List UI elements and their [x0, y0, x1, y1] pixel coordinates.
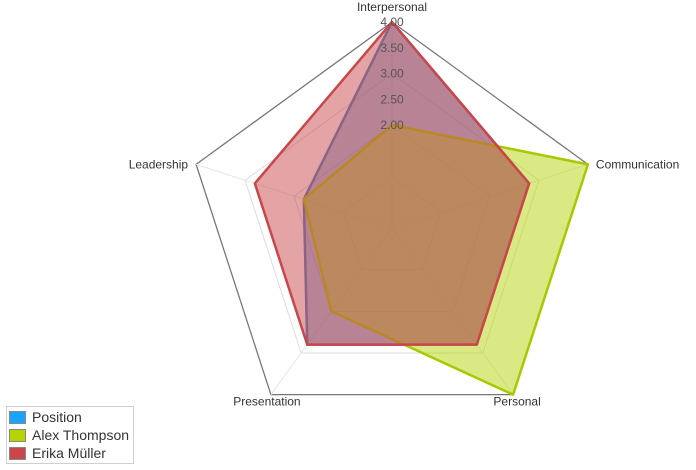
legend-swatch-alex-thompson [9, 428, 26, 442]
axis-label-communication: Communication [596, 157, 679, 171]
legend-label-position: Position [32, 409, 82, 425]
series-erika-muller[interactable] [253, 20, 531, 346]
tick-label: 3.00 [380, 67, 404, 81]
legend-swatch-position [9, 410, 26, 424]
radar-tick-labels: 2.00 2.50 3.00 3.50 4.00 [380, 15, 404, 132]
axis-label-interpersonal: Interpersonal [357, 0, 427, 14]
legend-item-alex-thompson[interactable]: Alex Thompson [9, 426, 129, 444]
legend-item-position[interactable]: Position [9, 408, 129, 426]
legend-swatch-erika-muller [9, 446, 26, 460]
tick-label: 2.00 [380, 118, 404, 132]
grid-ring-4 [195, 21, 589, 396]
axis-label-presentation: Presentation [233, 395, 300, 409]
chart-legend: Position Alex Thompson Erika Müller [6, 406, 135, 464]
legend-label-alex-thompson: Alex Thompson [32, 427, 130, 443]
tick-label: 3.50 [380, 41, 404, 55]
radar-axis-labels: Interpersonal Communication Personal Presen… [129, 0, 680, 409]
tick-label: 4.00 [380, 15, 404, 29]
legend-item-erika-muller[interactable]: Erika Müller [9, 444, 129, 462]
axis-label-leadership: Leadership [129, 157, 189, 171]
radar-series [253, 20, 590, 396]
legend-label-erika-muller: Erika Müller [32, 445, 106, 461]
axis-label-personal: Personal [493, 395, 540, 409]
tick-label: 2.50 [380, 92, 404, 106]
